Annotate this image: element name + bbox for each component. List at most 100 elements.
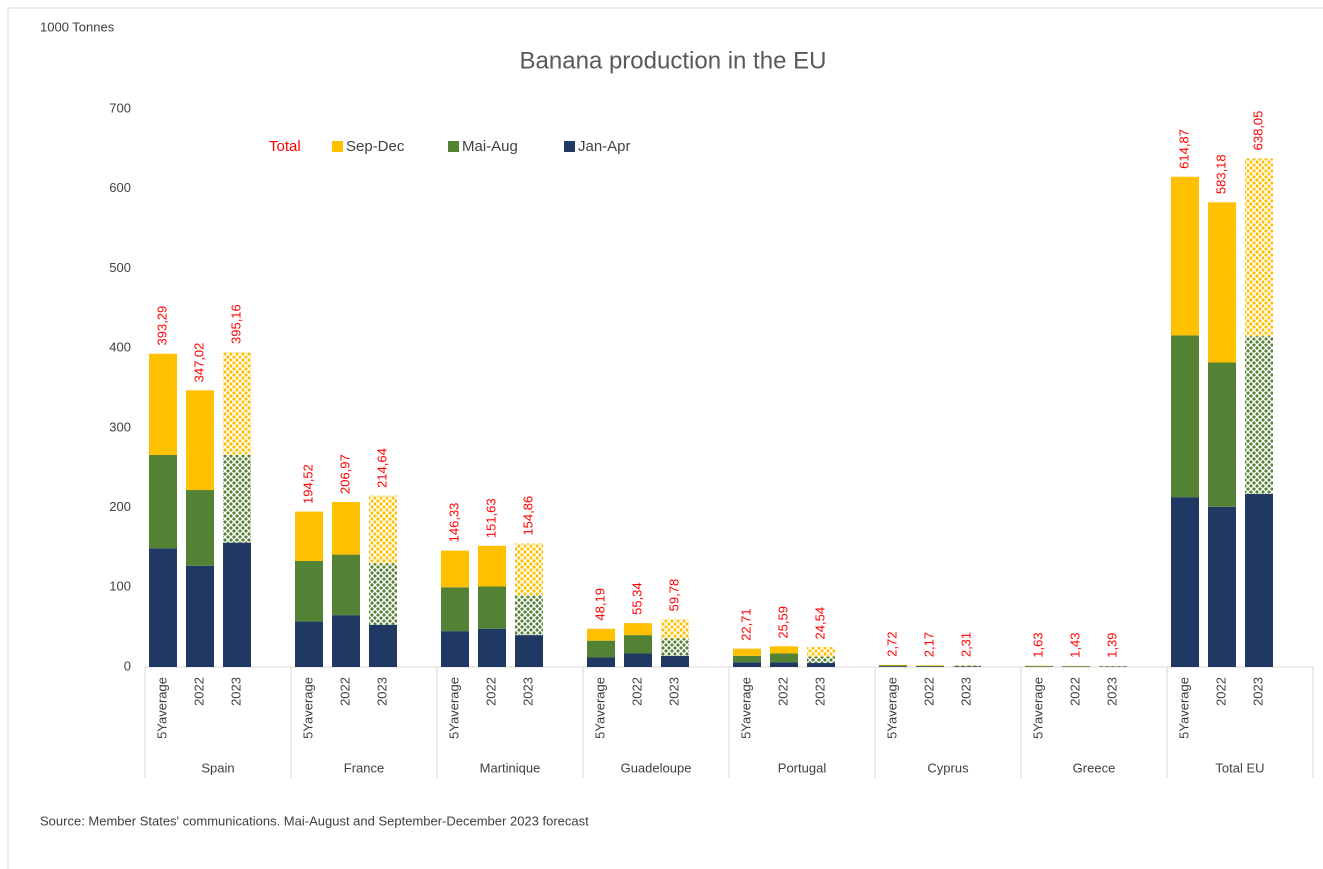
- x-tick-label: 2022: [483, 677, 498, 706]
- bar-segment: [369, 563, 397, 625]
- group-label: Greece: [1073, 760, 1116, 775]
- x-tick-label: 2023: [1104, 677, 1119, 706]
- bar-segment: [515, 595, 543, 636]
- bar-segment: [770, 653, 798, 663]
- x-tick-label: 2023: [1250, 677, 1265, 706]
- bar-segment: [149, 548, 177, 667]
- bar-segment: [1245, 158, 1273, 337]
- group-label: Portugal: [778, 760, 827, 775]
- bar-segment: [1208, 506, 1236, 667]
- bar-segment: [295, 621, 323, 667]
- x-tick-label: 5Yaverage: [1030, 677, 1045, 739]
- total-label: 48,19: [592, 588, 607, 621]
- total-label: 154,86: [520, 496, 535, 536]
- bar-segment: [624, 653, 652, 667]
- legend-swatch: [332, 141, 343, 152]
- bar-segment: [332, 501, 360, 555]
- total-label: 24,54: [812, 607, 827, 640]
- chart-title: Banana production in the EU: [520, 47, 827, 74]
- total-label: 55,34: [629, 582, 644, 615]
- bar-segment: [369, 624, 397, 667]
- total-label: 25,59: [775, 606, 790, 639]
- bar-segment: [807, 647, 835, 657]
- bar-segment: [186, 390, 214, 491]
- y-tick-label: 500: [109, 260, 131, 275]
- x-tick-label: 5Yaverage: [592, 677, 607, 739]
- x-tick-label: 5Yaverage: [1176, 677, 1191, 739]
- bar-segment: [661, 619, 689, 639]
- bar-segment: [1245, 494, 1273, 667]
- legend-swatch: [564, 141, 575, 152]
- total-label: 214,64: [374, 448, 389, 488]
- x-tick-label: 5Yaverage: [154, 677, 169, 739]
- total-label: 2,72: [884, 632, 899, 657]
- y-tick-label: 0: [124, 658, 131, 673]
- bar-segment: [1171, 176, 1199, 336]
- bar-segment: [515, 543, 543, 596]
- bar-segment: [661, 638, 689, 656]
- group-label: Total EU: [1215, 760, 1264, 775]
- total-label: 194,52: [300, 464, 315, 504]
- total-label: 583,18: [1213, 154, 1228, 194]
- bar-segment: [332, 615, 360, 667]
- y-tick-label: 400: [109, 340, 131, 355]
- bar-segment: [661, 655, 689, 667]
- bar-segment: [1171, 335, 1199, 498]
- bar-segment: [332, 554, 360, 616]
- bar-segment: [295, 511, 323, 561]
- bar-segment: [879, 666, 907, 667]
- x-tick-label: 2023: [666, 677, 681, 706]
- bar-segment: [770, 662, 798, 667]
- legend-label: Total: [269, 138, 301, 155]
- bar-segment: [807, 663, 835, 667]
- x-tick-label: 2023: [228, 677, 243, 706]
- total-label: 22,71: [738, 608, 753, 641]
- bar-segment: [149, 454, 177, 549]
- chart-frame: [7, 7, 1323, 869]
- bar-segment: [1208, 362, 1236, 507]
- bar-segment: [879, 664, 907, 666]
- bar-segment: [1245, 336, 1273, 495]
- bar-segment: [879, 665, 907, 667]
- group-label: Martinique: [480, 760, 541, 775]
- legend-label: Jan-Apr: [578, 138, 631, 155]
- group-label: Cyprus: [927, 760, 969, 775]
- x-tick-label: 2023: [520, 677, 535, 706]
- total-label: 2,31: [958, 632, 973, 657]
- total-label: 638,05: [1250, 111, 1265, 151]
- legend-label: Sep-Dec: [346, 138, 405, 155]
- y-tick-label: 100: [109, 579, 131, 594]
- bar-segment: [369, 495, 397, 564]
- bar-segment: [223, 454, 251, 543]
- total-label: 393,29: [154, 306, 169, 346]
- bar-segment: [1171, 497, 1199, 667]
- bar-segment: [916, 665, 944, 667]
- bar-segment: [916, 666, 944, 667]
- x-tick-label: 5Yaverage: [884, 677, 899, 739]
- bar-segment: [587, 657, 615, 667]
- bar-segment: [807, 656, 835, 664]
- bar-segment: [515, 635, 543, 667]
- legend-label: Mai-Aug: [462, 138, 518, 155]
- bar-segment: [441, 631, 469, 667]
- bar-segment: [953, 666, 981, 667]
- x-tick-label: 2023: [958, 677, 973, 706]
- bar-segment: [149, 353, 177, 455]
- total-label: 614,87: [1176, 129, 1191, 169]
- bar-segment: [186, 565, 214, 667]
- total-label: 1,43: [1067, 633, 1082, 658]
- x-tick-label: 2022: [1213, 677, 1228, 706]
- total-label: 206,97: [337, 454, 352, 494]
- total-label: 2,17: [921, 632, 936, 657]
- bar-segment: [441, 550, 469, 588]
- bar-segment: [478, 628, 506, 667]
- x-tick-label: 2022: [775, 677, 790, 706]
- bar-segment: [770, 646, 798, 654]
- bar-segment: [953, 665, 981, 666]
- bar-segment: [478, 545, 506, 587]
- bar-segment: [624, 623, 652, 636]
- x-tick-label: 2022: [629, 677, 644, 706]
- bar-segment: [223, 352, 251, 455]
- x-tick-label: 2022: [921, 677, 936, 706]
